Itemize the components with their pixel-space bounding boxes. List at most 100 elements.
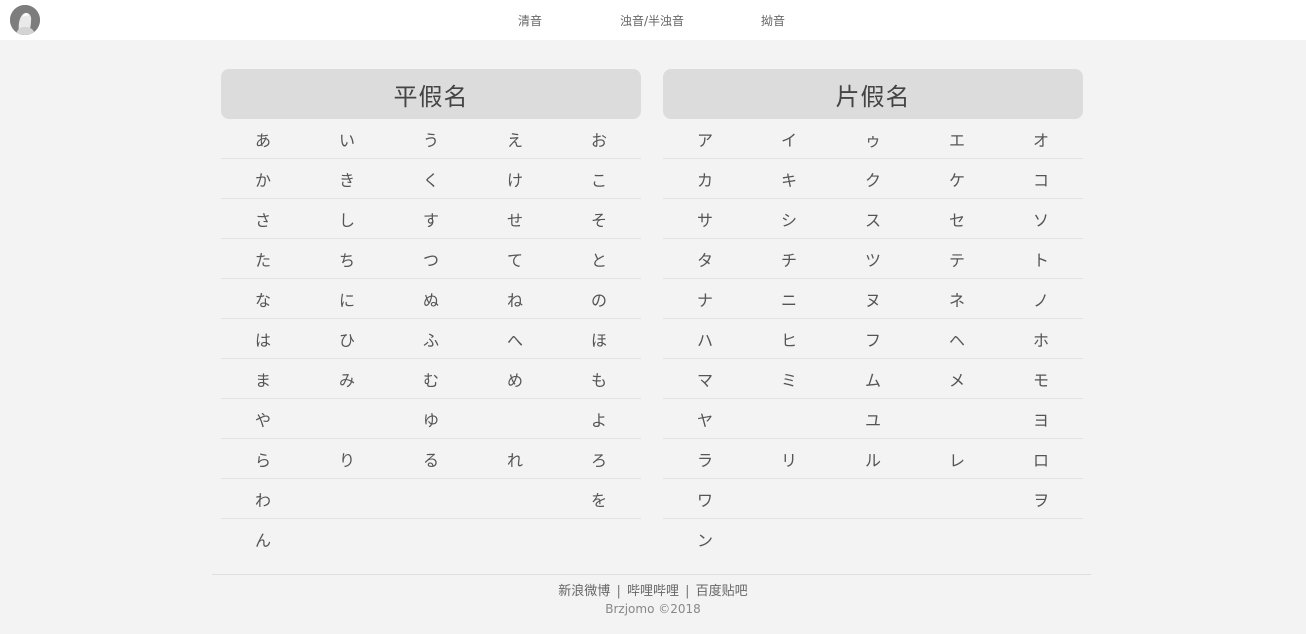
kana-cell[interactable]: マ [696,371,713,390]
kana-cell[interactable]: ノ [1032,291,1049,310]
kana-cell[interactable]: こ [590,171,607,190]
kana-cell[interactable]: よ [590,411,607,430]
kana-cell[interactable]: ホ [1032,331,1049,350]
kana-cell[interactable]: さ [254,211,271,230]
kana-cell[interactable]: ワ [696,491,713,510]
footer-link-weibo[interactable]: 新浪微博 [558,584,611,599]
kana-cell[interactable]: み [338,371,355,390]
kana-cell[interactable]: け [506,171,523,190]
kana-cell[interactable]: コ [1032,171,1049,190]
kana-cell[interactable]: メ [948,371,965,390]
kana-cell[interactable]: て [506,251,523,270]
kana-cell[interactable]: ツ [864,251,881,270]
kana-cell[interactable]: も [590,371,607,390]
kana-cell[interactable]: ヤ [696,411,713,430]
kana-cell[interactable]: ふ [422,331,439,350]
kana-cell[interactable]: エ [948,131,965,150]
avatar[interactable] [10,5,40,35]
kana-cell[interactable]: ラ [696,451,713,470]
kana-cell[interactable]: ヒ [780,331,797,350]
kana-cell[interactable]: ア [696,131,713,150]
kana-cell[interactable]: ほ [590,331,607,350]
table-row: ら り る れ ろ [221,439,641,479]
kana-cell[interactable]: と [590,251,607,270]
kana-cell[interactable]: そ [590,211,607,230]
footer-link-bilibili[interactable]: 哔哩哔哩 [626,584,679,599]
kana-cell[interactable]: ら [254,451,271,470]
kana-cell[interactable]: に [338,291,355,310]
kana-cell[interactable]: ニ [780,291,797,310]
kana-cell[interactable]: や [254,411,271,430]
kana-cell[interactable]: か [254,171,271,190]
kana-cell[interactable]: を [590,491,607,510]
nav-item-youon[interactable]: 拗音 [761,14,786,28]
kana-cell[interactable]: ハ [696,331,713,350]
kana-cell[interactable]: ヨ [1032,411,1049,430]
kana-cell[interactable]: キ [780,171,797,190]
kana-cell[interactable]: す [422,211,439,230]
kana-cell[interactable]: オ [1032,131,1049,150]
kana-cell[interactable]: カ [696,171,713,190]
kana-cell[interactable]: ヲ [1032,491,1049,510]
kana-cell[interactable]: ぬ [422,291,439,310]
kana-cell[interactable]: む [422,371,439,390]
kana-cell[interactable]: ン [696,531,713,550]
kana-cell[interactable]: め [506,371,523,390]
kana-cell[interactable]: つ [422,251,439,270]
kana-cell[interactable]: ル [864,451,881,470]
kana-cell[interactable]: サ [696,211,713,230]
kana-cell[interactable]: る [422,451,439,470]
nav-item-seion[interactable]: 清音 [518,14,543,28]
kana-cell[interactable]: わ [254,491,271,510]
kana-cell[interactable]: し [338,211,355,230]
kana-cell[interactable]: い [338,131,355,150]
kana-cell[interactable]: へ [506,331,523,350]
kana-cell[interactable]: ゆ [422,411,439,430]
kana-cell[interactable]: た [254,251,271,270]
footer-link-tieba[interactable]: 百度贴吧 [695,584,748,599]
kana-cell[interactable]: ナ [696,291,713,310]
kana-cell[interactable]: え [506,131,523,150]
kana-cell[interactable]: イ [780,131,797,150]
kana-cell[interactable]: フ [864,331,881,350]
kana-cell[interactable]: れ [506,451,523,470]
kana-cell[interactable]: テ [948,251,965,270]
kana-cell[interactable]: レ [948,451,965,470]
kana-cell[interactable]: な [254,291,271,310]
kana-cell[interactable]: ス [864,211,881,230]
kana-cell[interactable]: お [590,131,607,150]
kana-cell[interactable]: ね [506,291,523,310]
kana-cell[interactable]: ミ [780,371,797,390]
kana-cell[interactable]: ち [338,251,355,270]
kana-cell[interactable]: リ [780,451,797,470]
kana-cell[interactable]: ひ [338,331,355,350]
kana-cell[interactable]: ム [864,371,881,390]
kana-cell[interactable]: き [338,171,355,190]
kana-cell[interactable]: せ [506,211,523,230]
kana-cell[interactable]: あ [254,131,271,150]
kana-cell[interactable]: ゥ [864,131,881,150]
kana-cell[interactable]: ユ [864,411,881,430]
kana-cell[interactable]: ヌ [864,291,881,310]
kana-cell[interactable]: ト [1032,251,1049,270]
kana-cell[interactable]: く [422,171,439,190]
kana-cell[interactable]: セ [948,211,965,230]
kana-cell[interactable]: の [590,291,607,310]
kana-cell[interactable]: タ [696,251,713,270]
kana-cell[interactable]: ク [864,171,881,190]
kana-cell[interactable]: ネ [948,291,965,310]
kana-cell[interactable]: は [254,331,271,350]
nav-item-dakuon[interactable]: 浊音/半浊音 [620,14,685,28]
kana-cell[interactable]: う [422,131,439,150]
kana-cell[interactable]: シ [780,211,797,230]
kana-cell[interactable]: ん [254,531,271,550]
kana-cell[interactable]: ケ [948,171,965,190]
kana-cell[interactable]: ソ [1032,211,1049,230]
kana-cell[interactable]: ヘ [948,331,965,350]
kana-cell[interactable]: ろ [590,451,607,470]
kana-cell[interactable]: モ [1032,371,1049,390]
kana-cell[interactable]: り [338,451,355,470]
kana-cell[interactable]: ロ [1032,451,1049,470]
kana-cell[interactable]: チ [780,251,797,270]
kana-cell[interactable]: ま [254,371,271,390]
